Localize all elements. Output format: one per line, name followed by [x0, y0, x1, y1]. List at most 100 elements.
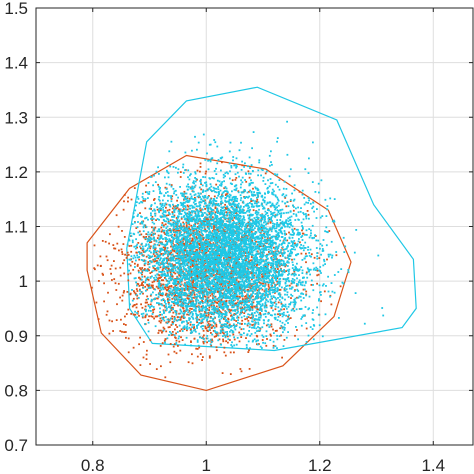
data-point — [265, 239, 268, 242]
data-point — [145, 236, 148, 238]
data-point — [250, 287, 252, 290]
data-point — [280, 249, 282, 251]
data-point — [123, 272, 126, 275]
data-point — [282, 252, 285, 255]
data-point — [134, 266, 136, 268]
data-point — [221, 207, 224, 210]
data-point — [194, 289, 196, 292]
data-point — [163, 339, 166, 342]
data-point — [251, 273, 253, 276]
data-point — [205, 269, 208, 271]
data-point — [201, 336, 204, 339]
data-point — [298, 190, 301, 193]
data-point — [109, 233, 111, 236]
data-point — [193, 241, 196, 244]
data-point — [94, 268, 96, 271]
data-point — [141, 306, 144, 309]
data-point — [179, 230, 182, 233]
data-point — [257, 323, 260, 326]
data-point — [270, 258, 273, 260]
data-point — [305, 293, 308, 296]
data-point — [242, 237, 244, 240]
data-point — [245, 259, 247, 262]
data-point — [244, 295, 246, 298]
data-point — [196, 327, 198, 329]
data-point — [189, 265, 192, 268]
data-point — [244, 271, 247, 274]
data-point — [203, 249, 206, 252]
data-point — [246, 267, 249, 270]
data-point — [111, 279, 113, 281]
data-point — [239, 268, 242, 271]
data-point — [195, 296, 198, 298]
data-point — [191, 149, 193, 152]
data-point — [174, 296, 177, 298]
data-point — [268, 234, 271, 236]
data-point — [222, 258, 225, 261]
data-point — [164, 223, 167, 226]
data-point — [229, 351, 232, 354]
data-point — [172, 289, 175, 291]
data-point — [275, 214, 278, 217]
data-point — [236, 295, 239, 298]
data-point — [162, 279, 165, 282]
data-point — [136, 246, 138, 249]
data-point — [293, 246, 295, 248]
data-point — [172, 302, 175, 304]
data-point — [188, 317, 190, 319]
data-point — [282, 222, 285, 225]
data-point — [260, 260, 263, 263]
data-point — [167, 262, 170, 265]
data-point — [175, 237, 178, 240]
data-point — [179, 186, 181, 188]
data-point — [207, 222, 209, 225]
data-point — [234, 325, 236, 328]
data-point — [224, 320, 227, 322]
data-point — [277, 301, 280, 304]
data-point — [188, 227, 190, 230]
data-point — [200, 188, 203, 191]
data-point — [320, 300, 322, 303]
data-point — [258, 302, 260, 305]
data-point — [315, 217, 318, 219]
data-point — [281, 259, 284, 262]
data-point — [243, 219, 246, 221]
data-point — [135, 238, 137, 241]
data-point — [185, 307, 188, 310]
data-point — [177, 345, 179, 347]
data-point — [232, 235, 234, 238]
data-point — [182, 265, 184, 268]
data-point — [145, 310, 147, 313]
data-point — [209, 281, 211, 283]
data-point — [113, 260, 115, 262]
data-point — [257, 228, 260, 231]
data-point — [274, 207, 277, 209]
data-point — [236, 271, 239, 274]
data-point — [248, 223, 250, 225]
data-point — [142, 247, 145, 250]
data-point — [175, 352, 178, 355]
data-point — [186, 199, 189, 202]
data-point — [277, 274, 280, 277]
data-point — [259, 277, 262, 280]
data-point — [248, 206, 251, 209]
data-point — [294, 242, 296, 245]
data-point — [202, 254, 204, 256]
data-point — [141, 267, 144, 269]
data-point — [211, 301, 214, 304]
data-point — [183, 230, 186, 232]
data-point — [227, 256, 230, 259]
data-point — [276, 329, 278, 332]
data-point — [231, 289, 233, 292]
data-point — [238, 340, 241, 343]
data-point — [310, 284, 313, 286]
data-point — [199, 353, 202, 355]
data-point — [147, 231, 150, 234]
data-point — [239, 264, 242, 266]
data-point — [166, 209, 169, 212]
data-point — [254, 245, 257, 248]
data-point — [220, 343, 222, 346]
data-point — [272, 273, 274, 276]
data-point — [210, 227, 213, 229]
